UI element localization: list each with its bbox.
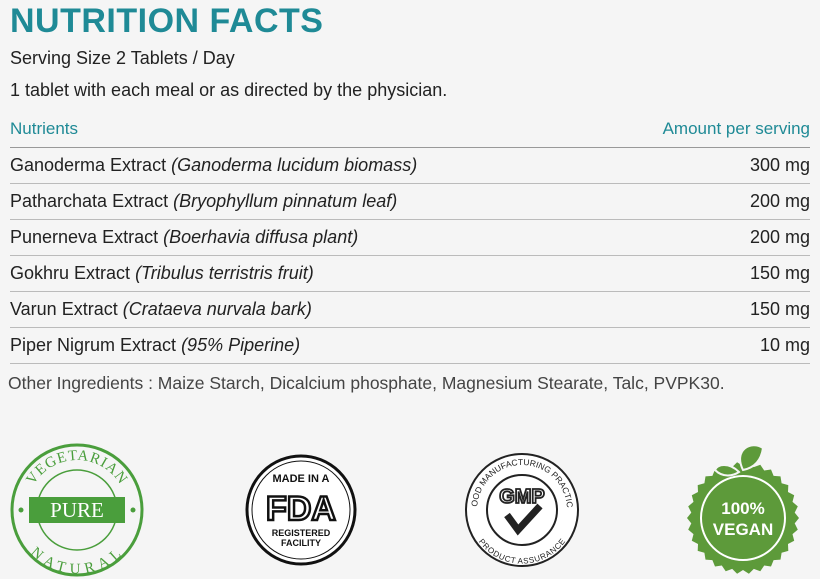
amount: 200 mg: [749, 227, 810, 247]
badge-top: VEGETARIAN: [23, 448, 129, 488]
amount: 10 mg: [759, 335, 810, 355]
nutrient-source: (Crataeva nurvala bark): [122, 299, 312, 319]
serving: Serving Size 2 Tablets / Day: [10, 48, 235, 68]
nutrient-name: Gokhru Extract: [10, 263, 131, 283]
gmp-badge: GOOD MANUFACTURING PRACTICE PRODUCT ASSU…: [452, 440, 579, 567]
vegetarian-badge: VEGETARIAN NATURAL PURE: [10, 443, 144, 578]
nutrient-source: (Bryophyllum pinnatum leaf): [173, 191, 398, 211]
badge-bottom: FACILITY: [281, 538, 321, 548]
amount: 150 mg: [749, 263, 810, 283]
other-ingredients: Other Ingredients : Maize Starch, Dicalc…: [8, 373, 725, 393]
nutrient-name: Ganoderma Extract: [10, 155, 167, 175]
table-header: Nutrients Amount per serving: [10, 111, 810, 148]
table-row: Ganoderma Extract (Ganoderma lucidum bio…: [10, 147, 810, 184]
vegan-badge: 100% VEGAN: [687, 444, 799, 574]
nutrient-source: (Boerhavia diffusa plant): [163, 227, 359, 247]
nutrient-name: Varun Extract: [10, 299, 118, 319]
table-row: Piper Nigrum Extract (95% Piperine) 10 mg: [10, 327, 810, 364]
amount: 200 mg: [749, 191, 810, 211]
nutrient-name: Punerneva Extract: [10, 227, 159, 247]
badge-top: MADE IN A: [272, 473, 329, 485]
title: NUTRITION FACTS: [10, 2, 324, 40]
table-row: Patharchata Extract (Bryophyllum pinnatu…: [10, 183, 810, 220]
directions: 1 tablet with each meal or as directed b…: [10, 80, 448, 100]
badge-center: FDA: [266, 490, 336, 528]
badge-center: GMP: [499, 486, 545, 508]
table-row: Punerneva Extract (Boerhavia diffusa pla…: [10, 219, 810, 256]
nutrient-name: Piper Nigrum Extract: [10, 335, 177, 355]
table-row: Gokhru Extract (Tribulus terristris frui…: [10, 255, 810, 292]
badge-center: PURE: [50, 498, 104, 522]
nutrient-source: (Tribulus terristris fruit): [135, 263, 314, 283]
nutrient-source: (Ganoderma lucidum biomass): [171, 155, 418, 175]
amount: 150 mg: [749, 299, 810, 319]
fda-badge: MADE IN A FDA REGISTERED FACILITY: [245, 454, 357, 566]
nutrient-source: (95% Piperine): [181, 335, 301, 355]
amount: 300 mg: [749, 155, 810, 175]
column-header: Nutrients: [10, 119, 79, 138]
column-header: Amount per serving: [662, 119, 810, 138]
badge-text: VEGETARIAN: [23, 448, 130, 488]
table-row: Varun Extract (Crataeva nurvala bark) 150…: [10, 291, 810, 328]
badge-center: VEGAN: [713, 520, 773, 539]
nutrient-name: Patharchata Extract: [10, 191, 169, 211]
badge-top: 100%: [721, 499, 764, 518]
badge-bottom: REGISTERED: [272, 528, 331, 538]
